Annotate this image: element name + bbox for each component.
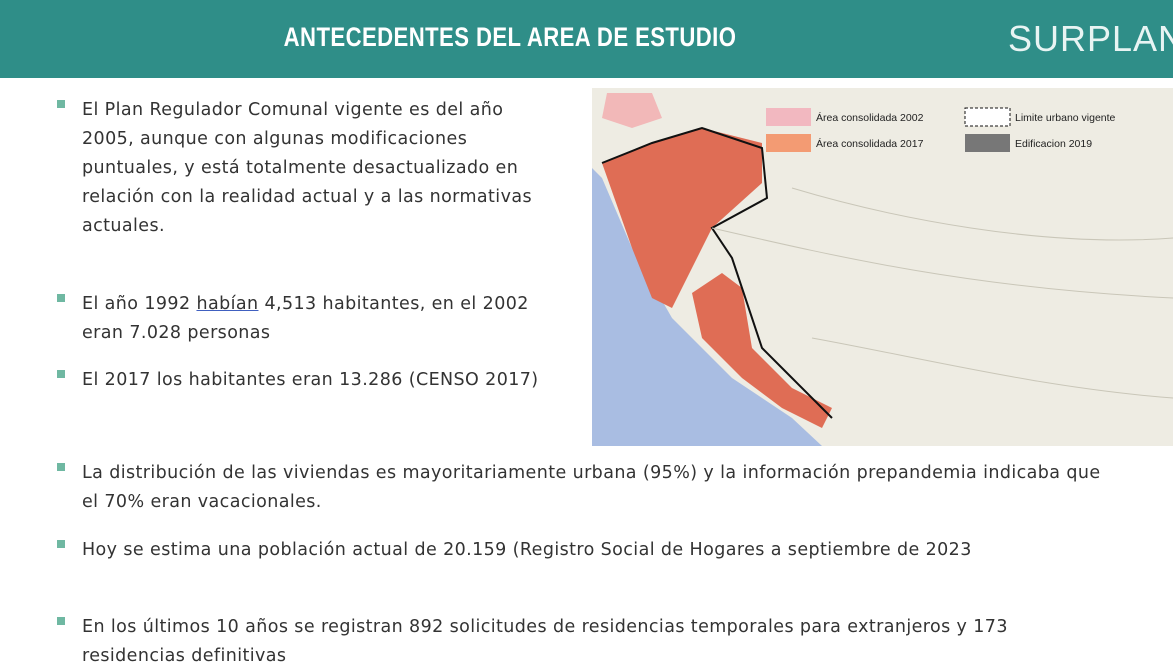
- bullet: Hoy se estima una población actual de 20…: [57, 536, 1172, 565]
- bullet: El año 1992 habían 4,513 habitantes, en …: [57, 290, 542, 348]
- slide: ANTECEDENTES DEL AREA DE ESTUDIO SURPLAN…: [0, 0, 1173, 671]
- legend-label: Área consolidada 2017: [816, 137, 924, 150]
- map: Área consolidada 2002 Limite urbano vige…: [592, 88, 1173, 446]
- legend-swatch: [965, 134, 1010, 152]
- legend-swatch: [766, 134, 811, 152]
- bullet: El 2017 los habitantes eran 13.286 (CENS…: [57, 366, 542, 395]
- bullet: El Plan Regulador Comunal vigente es del…: [57, 96, 542, 241]
- bullet: La distribución de las viviendas es mayo…: [57, 459, 1102, 517]
- legend-label: Área consolidada 2002: [816, 111, 924, 124]
- header-bar: ANTECEDENTES DEL AREA DE ESTUDIO SURPLAN: [0, 0, 1173, 78]
- logo: SURPLAN: [1008, 18, 1173, 60]
- legend-swatch: [965, 108, 1010, 126]
- bullet-text: El año 1992: [82, 294, 196, 314]
- legend-label: Limite urbano vigente: [1015, 112, 1116, 124]
- legend-swatch: [766, 108, 811, 126]
- bullet: En los últimos 10 años se registran 892 …: [57, 613, 1082, 671]
- bullet-text: habían: [196, 294, 258, 314]
- legend-label: Edificacion 2019: [1015, 138, 1092, 150]
- logo-text: SURPLAN: [1008, 18, 1173, 59]
- title: ANTECEDENTES DEL AREA DE ESTUDIO: [256, 22, 764, 53]
